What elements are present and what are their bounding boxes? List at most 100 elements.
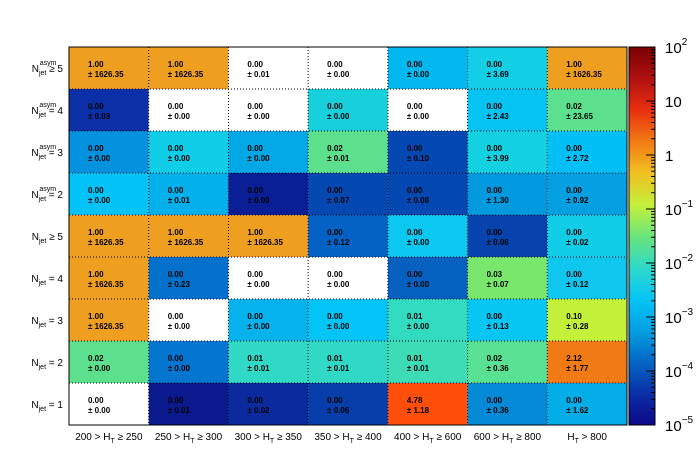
cell-value-label: 0.00 xyxy=(566,228,582,237)
cell-value-label: 1.00 xyxy=(88,312,104,321)
cell-value-label: 0.00 xyxy=(487,102,503,111)
cell-error-label: ± 0.00 xyxy=(168,322,191,331)
heatmap-cell-r5-c2 xyxy=(228,257,309,299)
heatmap-cell-r8-c4 xyxy=(387,383,468,425)
heatmap-cell-r6-c3 xyxy=(308,299,388,341)
heatmap-cell-r2-c1 xyxy=(148,131,229,173)
color-scale-bar: 102 10 1 10−1 10−2 10−3 10−4 10−5 xyxy=(628,37,694,435)
cell-error-label: ± 0.06 xyxy=(487,238,510,247)
cell-value-label: 0.00 xyxy=(247,60,263,69)
heatmap-cell-r2-c2 xyxy=(228,131,309,173)
heatmap-cell-r6-c1 xyxy=(148,299,229,341)
cell-error-label: ± 0.00 xyxy=(168,154,191,163)
heatmap-cell-r2-c6 xyxy=(547,131,627,173)
y-tick-label: Njet = 1 xyxy=(31,400,63,413)
heatmap-cell-r8-c2 xyxy=(228,383,309,425)
cell-value-label: 0.00 xyxy=(487,60,503,69)
y-tick-superscript: asym xyxy=(39,102,56,109)
cell-error-label: ± 0.01 xyxy=(407,364,430,373)
cell-error-label: ± 0.00 xyxy=(247,322,270,331)
cell-value-label: 1.00 xyxy=(88,270,104,279)
cell-value-label: 0.00 xyxy=(327,270,343,279)
heatmap-cell-r8-c6 xyxy=(547,383,627,425)
cell-value-label: 0.02 xyxy=(327,144,343,153)
heatmap-cell-r6-c5 xyxy=(467,299,548,341)
cell-value-label: 0.00 xyxy=(407,60,423,69)
heatmap-cell-r0-c3 xyxy=(308,47,388,89)
cell-value-label: 0.00 xyxy=(407,102,423,111)
cell-error-label: ± 0.07 xyxy=(487,280,510,289)
cell-error-label: ± 0.00 xyxy=(327,112,350,121)
heatmap-cell-r8-c1 xyxy=(148,383,229,425)
heatmap-cell-r4-c0 xyxy=(69,215,149,257)
cell-value-label: 0.02 xyxy=(88,354,104,363)
cell-value-label: 0.00 xyxy=(487,228,503,237)
cell-value-label: 0.03 xyxy=(487,270,503,279)
cell-error-label: ± 0.01 xyxy=(168,406,191,415)
heatmap-cell-r0-c1 xyxy=(148,47,229,89)
heatmap-cell-r6-c6 xyxy=(547,299,627,341)
heatmap-cell-r3-c6 xyxy=(547,173,627,215)
cell-error-label: ± 3.99 xyxy=(487,154,510,163)
cell-error-label: ± 0.36 xyxy=(487,406,510,415)
heatmap-cell-r7-c6 xyxy=(547,341,627,383)
color-scale-tick-label: 10−4 xyxy=(665,361,694,381)
cell-error-label: ± 0.00 xyxy=(407,322,430,331)
cell-error-label: ± 0.00 xyxy=(407,70,430,79)
cell-value-label: 0.00 xyxy=(88,144,104,153)
heatmap-cell-r8-c0 xyxy=(69,383,149,425)
color-scale-tick-label: 10−5 xyxy=(665,415,694,435)
cell-value-label: 0.02 xyxy=(566,102,582,111)
cell-error-label: ± 0.00 xyxy=(327,322,350,331)
cell-value-label: 0.00 xyxy=(487,312,503,321)
cell-value-label: 0.00 xyxy=(88,102,104,111)
cell-error-label: ± 0.00 xyxy=(88,364,111,373)
color-scale-tick-label: 1 xyxy=(665,148,673,165)
cell-value-label: 1.00 xyxy=(566,60,582,69)
heatmap-cell-r0-c0 xyxy=(69,47,149,89)
y-tick-label: Njet ≥ 5 xyxy=(32,64,64,77)
cell-error-label: ± 1626.35 xyxy=(247,238,283,247)
heatmap-cell-r1-c6 xyxy=(547,89,627,131)
cell-error-label: ± 0.92 xyxy=(566,196,589,205)
cell-error-label: ± 0.00 xyxy=(247,280,270,289)
heatmap-cell-r4-c2 xyxy=(228,215,309,257)
cell-value-label: 0.00 xyxy=(327,312,343,321)
cell-value-label: 0.00 xyxy=(407,186,423,195)
heatmap-cell-r7-c2 xyxy=(228,341,309,383)
heatmap-cell-r5-c0 xyxy=(69,257,149,299)
heatmap-cell-r7-c4 xyxy=(387,341,468,383)
cell-value-label: 1.00 xyxy=(88,60,104,69)
cell-error-label: ± 2.43 xyxy=(487,112,510,121)
heatmap-cell-r5-c4 xyxy=(387,257,468,299)
y-tick-label: Njet = 4 xyxy=(31,274,63,287)
cell-error-label: ± 1.30 xyxy=(487,196,510,205)
y-tick-label: Njet = 4 xyxy=(31,106,63,119)
x-tick-label: 350 > HT ≥ 400 xyxy=(314,432,382,445)
cell-value-label: 1.00 xyxy=(168,228,184,237)
heatmap-cell-r5-c1 xyxy=(148,257,229,299)
cell-error-label: ± 0.00 xyxy=(247,112,270,121)
cell-value-label: 1.00 xyxy=(247,228,263,237)
cell-value-label: 0.10 xyxy=(566,312,582,321)
heatmap-cell-r2-c3 xyxy=(308,131,388,173)
cell-value-label: 0.00 xyxy=(168,354,184,363)
cell-error-label: ± 23.65 xyxy=(566,112,593,121)
y-tick-superscript: asym xyxy=(40,60,57,67)
cell-error-label: ± 0.12 xyxy=(327,238,350,247)
color-scale-tick-label: 10−2 xyxy=(665,253,694,273)
cell-error-label: ± 1626.35 xyxy=(88,280,124,289)
cell-value-label: 0.00 xyxy=(487,396,503,405)
cell-error-label: ± 1626.35 xyxy=(88,238,124,247)
x-tick-label: 200 > HT ≥ 250 xyxy=(75,432,143,445)
heatmap-cell-r3-c3 xyxy=(308,173,388,215)
cell-value-label: 0.00 xyxy=(247,186,263,195)
color-scale-gradient xyxy=(628,46,656,426)
heatmap-gridlines xyxy=(69,47,627,425)
cell-value-label: 0.01 xyxy=(407,312,423,321)
y-tick-superscript: asym xyxy=(39,186,56,193)
heatmap-cell-r4-c6 xyxy=(547,215,627,257)
color-scale-tick-label: 10−1 xyxy=(665,199,694,219)
cell-error-label: ± 0.00 xyxy=(407,238,430,247)
